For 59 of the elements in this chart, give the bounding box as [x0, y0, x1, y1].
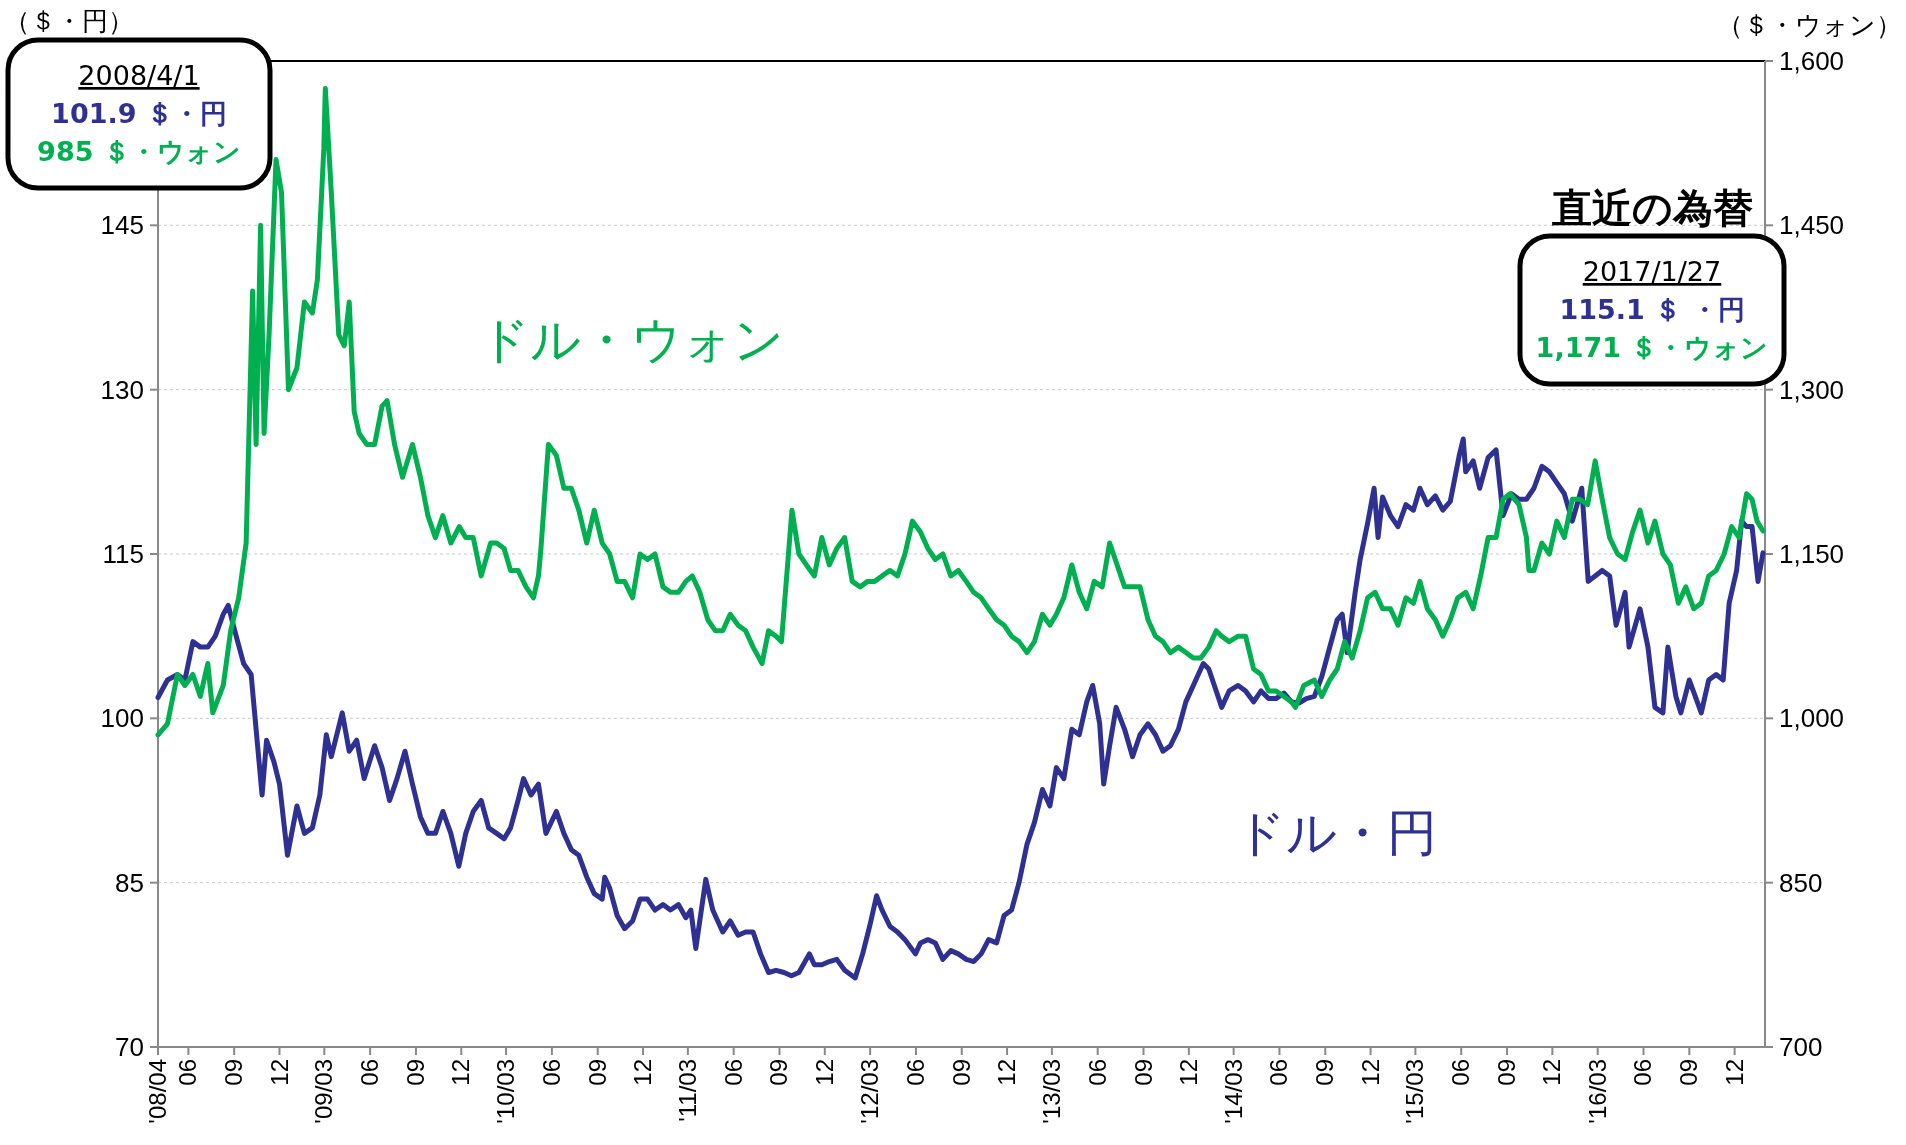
x-tick-label: 09 — [1675, 1059, 1703, 1086]
y-tick-label: 85 — [115, 867, 144, 898]
x-tick-label: 09 — [401, 1059, 429, 1086]
x-tick-label: 06 — [356, 1059, 384, 1086]
x-tick-label: 06 — [1265, 1059, 1293, 1086]
annotation: 115.1 ＄ ・円 — [1559, 294, 1745, 325]
series-label: ドル・ウォン — [479, 311, 785, 368]
y2-tick-label: 700 — [1779, 1032, 1823, 1062]
y-tick-label: 130 — [100, 374, 144, 405]
x-tick-label: '14/03 — [1219, 1059, 1247, 1124]
x-tick-label: '08/04 — [144, 1059, 171, 1124]
x-tick-label: 12 — [1174, 1059, 1202, 1086]
x-tick-label: 12 — [1538, 1059, 1566, 1086]
annotation: 101.9 ＄・円 — [51, 98, 227, 129]
y2-tick-label: 850 — [1779, 867, 1823, 898]
x-tick-label: 09 — [765, 1059, 793, 1086]
x-tick-label: 06 — [537, 1059, 565, 1086]
x-tick-label: '13/03 — [1037, 1059, 1065, 1124]
annotation: 2008/4/1 — [78, 60, 200, 91]
x-tick-label: 06 — [1447, 1059, 1475, 1086]
x-tick-label: 09 — [1129, 1059, 1157, 1086]
x-tick-label: 06 — [719, 1059, 747, 1086]
x-tick-label: 06 — [1629, 1059, 1657, 1086]
x-tick-label: 12 — [447, 1059, 475, 1086]
x-tick-label: 06 — [1083, 1059, 1111, 1086]
x-tick-label: 12 — [993, 1059, 1021, 1086]
x-tick-label: 12 — [1720, 1059, 1748, 1086]
x-tick-label: 09 — [1311, 1059, 1339, 1086]
x-tick-label: 09 — [947, 1059, 975, 1086]
annotation: 985 ＄・ウォン — [37, 136, 241, 167]
y-tick-label: 145 — [100, 210, 144, 241]
x-tick-label: '11/03 — [673, 1059, 701, 1122]
y2-tick-label: 1,600 — [1779, 46, 1845, 76]
x-tick-label: '09/03 — [310, 1059, 338, 1124]
x-tick-label: 09 — [220, 1059, 248, 1086]
annotation: 直近の為替 — [1550, 186, 1753, 230]
y-tick-label: 70 — [115, 1032, 144, 1062]
x-tick-label: 12 — [265, 1059, 293, 1086]
x-tick-label: '15/03 — [1401, 1059, 1429, 1124]
x-tick-label: 09 — [583, 1059, 611, 1086]
x-tick-label: '12/03 — [856, 1059, 884, 1124]
x-tick-label: 06 — [901, 1059, 929, 1086]
y-tick-label: 115 — [102, 539, 144, 569]
x-tick-label: 12 — [810, 1059, 838, 1086]
annotation: 2017/1/27 — [1582, 256, 1722, 287]
y-tick-label: 100 — [100, 703, 144, 734]
x-tick-label: '16/03 — [1583, 1059, 1611, 1124]
y2-tick-label: 1,150 — [1779, 539, 1845, 569]
y-axis-title: （＄・円） — [4, 6, 134, 36]
x-tick-label: 12 — [629, 1059, 657, 1086]
annotation: 1,171 ＄・ウォン — [1535, 332, 1769, 363]
y2-tick-label: 1,000 — [1779, 703, 1845, 734]
series-label: ドル・円 — [1234, 804, 1437, 861]
y2-axis-title: （＄・ウォン） — [1717, 10, 1902, 40]
x-tick-label: '10/03 — [492, 1059, 520, 1124]
x-tick-label: 09 — [1493, 1059, 1521, 1086]
x-tick-label: 06 — [174, 1059, 202, 1086]
x-tick-label: 12 — [1356, 1059, 1384, 1086]
note-box: 2008/4/1 101.9 ＄・円 985 ＄・ウォン — [5, 37, 273, 191]
